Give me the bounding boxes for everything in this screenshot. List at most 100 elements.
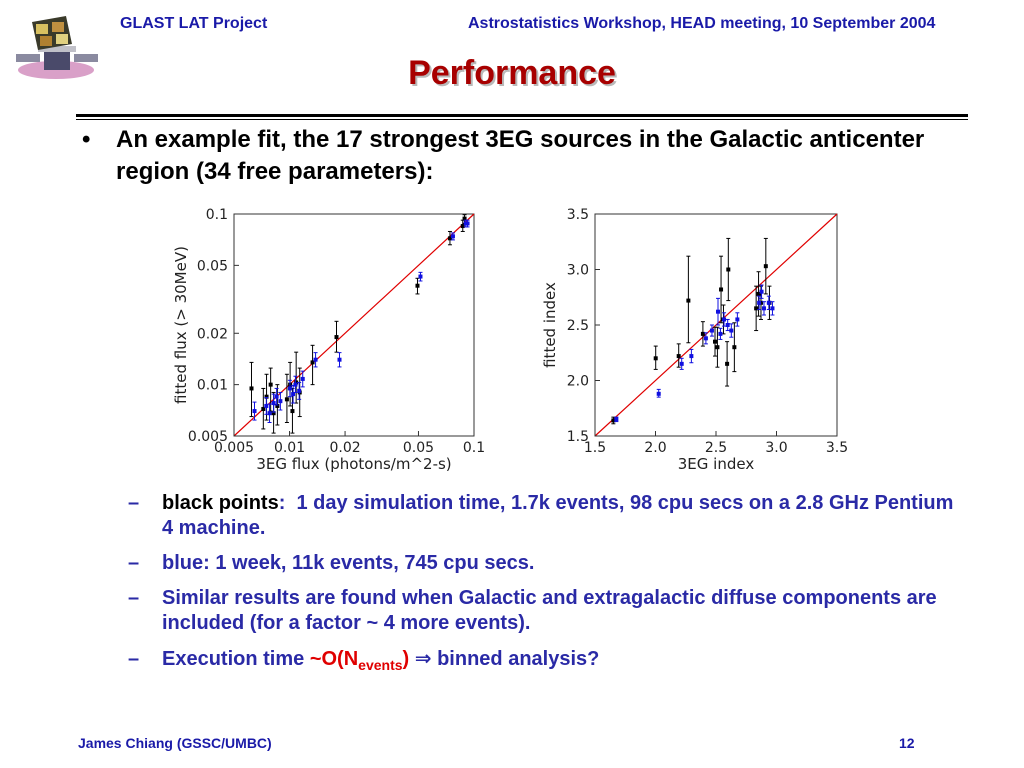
y-tick-label: 3.0	[567, 263, 589, 279]
x-axis-label: 3EG flux (photons/m^2-s)	[256, 455, 451, 473]
blue-data-point	[274, 394, 279, 399]
black-data-point	[611, 418, 616, 423]
blue-data-point	[656, 391, 661, 396]
black-data-point	[686, 298, 691, 303]
blue-data-point	[725, 323, 730, 327]
y-axis-label: fitted index	[541, 282, 559, 368]
black-data-point	[284, 397, 289, 402]
x-tick-label: 0.005	[214, 440, 254, 456]
x-tick-label: 3.0	[765, 440, 787, 456]
y-tick-label: 0.1	[206, 207, 228, 223]
title-rule-thick	[76, 114, 968, 117]
y-tick-label: 3.5	[567, 207, 589, 223]
black-data-point	[462, 216, 467, 221]
y-tick-label: 0.005	[188, 429, 228, 445]
black-data-point	[754, 306, 759, 311]
x-axis-label: 3EG index	[678, 455, 755, 473]
main-bullet: • An example fit, the 17 strongest 3EG s…	[82, 124, 962, 188]
y-tick-label: 2.0	[567, 374, 589, 390]
black-data-point	[763, 264, 768, 269]
blue-data-point	[297, 388, 302, 393]
black-data-point	[264, 394, 269, 399]
blue-data-point	[709, 328, 714, 333]
x-tick-label: 2.0	[644, 440, 666, 456]
black-data-point	[249, 386, 254, 391]
x-tick-label: 2.5	[705, 440, 727, 456]
y-tick-label: 2.5	[567, 318, 589, 334]
blue-data-point	[735, 317, 740, 322]
subbullet-dash: –	[128, 552, 140, 574]
black-data-point	[725, 361, 730, 366]
blue-data-point	[703, 336, 708, 341]
subbullet-dash: –	[128, 492, 140, 514]
blue-points-text: blue: 1 week, 11k events, 745 cpu secs.	[162, 552, 535, 574]
page-number: 12	[899, 735, 915, 751]
y-axis-label: fitted flux (> 30MeV)	[172, 246, 190, 404]
black-data-point	[310, 360, 315, 365]
main-bullet-text: An example fit, the 17 strongest 3EG sou…	[116, 126, 925, 185]
blue-data-point	[293, 382, 298, 387]
black-points-colon: :	[278, 492, 286, 514]
blue-data-point	[722, 317, 727, 322]
flux-comparison-chart: 0.005 0.01 0.02 0.05 0.1 0.005 0.01 0.02 0.05 0.1…	[172, 207, 485, 473]
y-tick-label: 0.05	[197, 258, 228, 274]
blue-data-point	[271, 401, 276, 406]
bullet-dot: •	[82, 126, 91, 153]
y-tick-label: 0.02	[197, 326, 228, 342]
diffuse-text: Similar results are found when Galactic …	[162, 587, 937, 634]
black-data-point	[415, 283, 420, 288]
black-data-point	[653, 356, 658, 361]
slide-title: Performance	[408, 54, 616, 92]
blue-data-point	[718, 331, 723, 336]
x-tick-label: 0.1	[463, 440, 485, 456]
blue-data-point	[759, 289, 764, 294]
blue-data-point	[689, 354, 694, 359]
blue-data-point	[465, 221, 470, 226]
black-data-point	[700, 331, 705, 336]
blue-data-point	[300, 376, 305, 381]
blue-data-point	[614, 417, 619, 422]
black-data-point	[713, 339, 717, 344]
footer-author: James Chiang (GSSC/UMBC)	[78, 735, 272, 751]
blue-data-point	[418, 274, 423, 279]
blue-data-point	[267, 411, 272, 416]
blue-data-point	[313, 357, 318, 362]
black-data-point	[290, 409, 295, 414]
implies-arrow: ⇒	[409, 648, 432, 670]
title-rule-thin	[76, 119, 968, 120]
black-data-point	[261, 406, 266, 411]
plot-frame	[233, 213, 475, 437]
black-data-point	[756, 291, 761, 296]
x-tick-label: 0.01	[274, 440, 305, 456]
black-data-point	[732, 345, 737, 350]
blue-data-point	[766, 300, 771, 305]
reference-line	[233, 213, 475, 437]
x-tick-label: 1.5	[584, 440, 606, 456]
execution-pre: Execution time	[162, 648, 310, 670]
black-data-point	[271, 411, 276, 416]
y-tick-label: 0.01	[197, 378, 228, 394]
black-data-point	[715, 345, 720, 350]
black-data-point	[275, 403, 280, 408]
blue-data-point	[287, 386, 292, 391]
black-data-point	[719, 287, 724, 292]
glast-satellite-logo	[16, 16, 98, 79]
blue-data-point	[337, 357, 342, 362]
subbullet-dash: –	[128, 587, 140, 609]
black-data-point	[294, 380, 299, 385]
blue-data-point	[716, 309, 720, 314]
x-tick-label: 0.05	[403, 440, 434, 456]
black-points-text: 1 day simulation time, 1.7k events, 98 c…	[162, 492, 959, 539]
blue-data-point	[450, 234, 455, 239]
index-comparison-chart: 1.5 2.0 2.5 3.0 3.5 1.5 2.0 2.5 3.0 3.5 3EG index f…	[541, 207, 848, 473]
x-tick-label: 0.02	[329, 440, 360, 456]
subbullet-blue: – blue: 1 week, 11k events, 745 cpu secs…	[128, 551, 958, 576]
black-data-point	[334, 335, 339, 340]
blue-data-point	[761, 306, 766, 311]
blue-data-point	[679, 361, 684, 366]
blue-data-point	[729, 328, 734, 333]
subbullet-execution: – Execution time ~O(Nevents) ⇒ binned an…	[128, 647, 958, 678]
blue-data-point	[278, 399, 283, 404]
execution-order: O(N	[321, 648, 359, 670]
subbullet-black-points: – black points: 1 day simulation time, 1…	[128, 491, 958, 541]
